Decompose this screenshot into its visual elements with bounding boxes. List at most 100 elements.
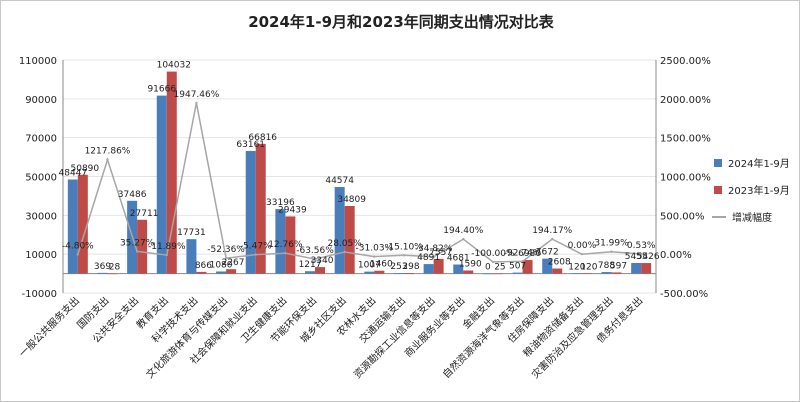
y-right-tick-label: 1500.00% [660,134,711,145]
bar-2023 [552,268,563,274]
label-2023: 3340 [311,256,334,266]
label-2023: 1590 [459,259,482,269]
label-2024: 91666 [147,85,176,95]
label-2023: 25 [494,263,505,273]
bar-2023 [463,270,474,274]
bar-2023 [166,71,177,274]
label-change: 31.99% [594,239,629,249]
label-2023: 2267 [222,258,245,268]
bar-2024 [482,273,493,275]
bar-2024 [305,271,316,274]
change-point [551,237,554,241]
label-2024: 1080 [210,260,233,270]
change-point [610,250,613,253]
y-left-tick-label: 30000 [25,211,57,222]
label-2024: 37486 [118,190,147,200]
label-2024: 4891 [417,253,440,263]
label-2023: 66816 [248,133,277,143]
label-change: -4.80% [62,242,94,252]
y-left-tick-label: 10000 [25,250,57,261]
bar-2023 [255,143,266,274]
label-change: 35.27% [120,238,155,248]
y-left-tick-label: -10000 [22,289,57,300]
label-2023: 34809 [337,195,366,205]
bar-2024 [67,179,78,274]
label-2023: 2608 [548,258,571,268]
bar-2024 [156,95,167,274]
change-point [373,255,376,258]
bar-2024 [453,264,464,274]
bar-2024 [423,264,434,274]
bar-2023 [374,270,385,274]
bar-2023 [77,174,88,274]
label-2024: 33196 [266,198,295,208]
bar-2024 [334,187,345,274]
label-change: -100.00% [471,249,515,259]
change-point [432,255,435,259]
label-change: -92.74% [504,248,542,258]
bar-2023 [581,273,592,274]
label-2024: 17731 [177,228,206,238]
legend-swatch [714,159,722,167]
legend-swatch [714,186,722,194]
label-change: -52.36% [207,245,245,255]
label-2024: 48447 [59,169,88,179]
label-2024: 788 [598,261,615,271]
legend-label: 2024年1-9月 [728,157,790,170]
change-point [313,257,317,261]
label-change: -63.56% [296,246,334,256]
label-2023: 28 [109,263,121,273]
label-change: 12.76% [268,240,303,250]
bar-2024 [186,239,197,274]
label-2023: 597 [610,261,627,271]
label-change: -34.82% [415,244,453,254]
y-right-tick-label: 500.00% [660,211,705,222]
label-2023: 298 [402,262,419,272]
bar-2023 [226,269,237,274]
bar-2023 [107,273,118,275]
label-change: 194.17% [532,226,572,236]
label-2024: 0 [485,263,491,273]
label-2023: 6980 [518,249,541,259]
change-point [165,253,168,257]
y-left-tick-label: 90000 [25,95,57,106]
label-change: -5.47% [240,242,272,252]
bar-2024 [216,271,227,274]
y-right-tick-label: 1000.00% [660,173,711,184]
change-point [462,237,465,241]
bar-2023 [433,258,444,274]
label-change: 0.00% [568,241,597,251]
bar-2024 [97,272,108,274]
change-line [76,101,643,264]
change-point [284,251,287,255]
bar-2023 [196,271,207,274]
y-right-tick-label: 2000.00% [660,95,711,106]
label-2023: 27711 [130,209,159,219]
label-2024: 253 [390,262,407,272]
label-2023: 120 [580,262,597,272]
change-point [402,254,406,257]
change-polyline [77,102,642,263]
bar-2024 [542,258,553,274]
label-2024: 63161 [236,140,265,150]
label-2023: 7557 [429,248,452,258]
label-2024: 44574 [325,176,354,186]
bar-2023 [285,216,296,274]
bar-2024 [571,273,582,274]
label-2023: 5426 [637,252,660,262]
bar-2023 [522,260,533,274]
label-2023: 1460 [370,260,393,270]
bar-2023 [403,273,414,274]
bar-2024 [245,150,256,274]
label-2023: 50890 [71,164,100,174]
category-label: 一般公共服务支出 [16,294,82,360]
bar-2023 [492,273,503,275]
bar-2024 [275,209,286,274]
bar-2024 [393,273,404,274]
change-point [254,253,257,256]
y-left-tick-label: 110000 [19,56,57,67]
label-2024: 369 [94,262,111,272]
label-change: 1217.86% [85,147,131,157]
